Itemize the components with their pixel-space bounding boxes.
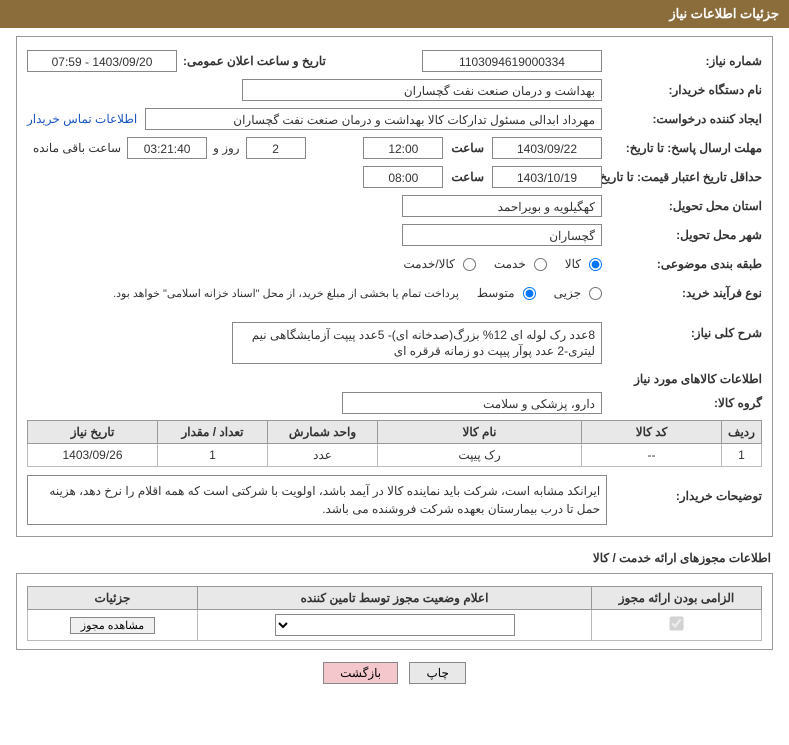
price-validity-time: 08:00 (363, 166, 443, 188)
process-radio-medium[interactable] (523, 287, 536, 300)
subject-radio-service[interactable] (534, 258, 547, 271)
main-details-panel: شماره نیاز: 1103094619000334 تاریخ و ساع… (16, 36, 773, 537)
view-license-button[interactable]: مشاهده مجوز (70, 617, 155, 634)
cell-name: رک پیپت (378, 444, 582, 467)
price-validity-date: 1403/10/19 (492, 166, 602, 188)
licenses-table: الزامی بودن ارائه مجوز اعلام وضعیت مجوز … (27, 586, 762, 641)
cell-date: 1403/09/26 (28, 444, 158, 467)
process-radio-partial-label: جزیی (554, 286, 581, 300)
reply-deadline-time: 12:00 (363, 137, 443, 159)
buyer-org-label: نام دستگاه خریدار: (602, 83, 762, 97)
lic-col-mandatory: الزامی بودن ارائه مجوز (592, 587, 762, 610)
goods-table: ردیف کد کالا نام کالا واحد شمارش تعداد /… (27, 420, 762, 467)
announce-date-value: 1403/09/20 - 07:59 (27, 50, 177, 72)
buyer-explain-value: ایرانکد مشابه است، شرکت باید نماینده کال… (27, 475, 607, 525)
buyer-explain-label: توضیحات خریدار: (607, 475, 762, 503)
table-row: 1 -- رک پیپت عدد 1 1403/09/26 (28, 444, 762, 467)
license-status-select[interactable] (275, 614, 515, 636)
table-row: مشاهده مجوز (28, 610, 762, 641)
process-radio-partial[interactable] (589, 287, 602, 300)
need-number-value: 1103094619000334 (422, 50, 602, 72)
process-radio-group: جزیی متوسط (465, 286, 602, 300)
city-label: شهر محل تحویل: (602, 228, 762, 242)
requester-label: ایجاد کننده درخواست: (602, 112, 762, 126)
province-value: کهگیلویه و بویراحمد (402, 195, 602, 217)
subject-radio-goods[interactable] (589, 258, 602, 271)
footer-buttons: چاپ بازگشت (0, 662, 789, 684)
buyer-org-value: بهداشت و درمان صنعت نفت گچساران (242, 79, 602, 101)
process-radio-medium-label: متوسط (477, 286, 515, 300)
col-qty: تعداد / مقدار (158, 421, 268, 444)
process-type-label: نوع فرآیند خرید: (602, 286, 762, 300)
subject-radio-service-label: خدمت (494, 257, 526, 271)
time-label-1: ساعت (443, 141, 492, 155)
process-note: پرداخت تمام یا بخشی از مبلغ خرید، از محل… (113, 287, 465, 300)
goods-group-label: گروه کالا: (602, 396, 762, 410)
subject-class-label: طبقه بندی موضوعی: (602, 257, 762, 271)
need-desc-value: 8عدد رک لوله ای 12% بزرگ(صدخانه ای)- 5عد… (232, 322, 602, 364)
mandatory-checkbox (669, 616, 683, 630)
city-value: گچساران (402, 224, 602, 246)
col-unit: واحد شمارش (268, 421, 378, 444)
time-label-2: ساعت (443, 170, 492, 184)
day-and-label: روز و (207, 141, 246, 155)
need-desc-label: شرح کلی نیاز: (602, 322, 762, 340)
subject-radio-group: کالا خدمت کالا/خدمت (391, 257, 602, 271)
price-validity-label: حداقل تاریخ اعتبار قیمت: تا تاریخ: (602, 170, 762, 184)
licenses-title: اطلاعات مجوزهای ارائه خدمت / کالا (18, 551, 771, 565)
reply-deadline-date: 1403/09/22 (492, 137, 602, 159)
subject-radio-both-label: کالا/خدمت (403, 257, 454, 271)
col-code: کد کالا (582, 421, 722, 444)
back-button[interactable]: بازگشت (323, 662, 398, 684)
goods-info-title: اطلاعات کالاهای مورد نیاز (27, 372, 762, 386)
reply-deadline-label: مهلت ارسال پاسخ: تا تاریخ: (602, 141, 762, 155)
subject-radio-goods-label: کالا (565, 257, 581, 271)
licenses-panel: الزامی بودن ارائه مجوز اعلام وضعیت مجوز … (16, 573, 773, 650)
province-label: استان محل تحویل: (602, 199, 762, 213)
cell-qty: 1 (158, 444, 268, 467)
print-button[interactable]: چاپ (409, 662, 465, 684)
cell-row: 1 (722, 444, 762, 467)
subject-radio-both[interactable] (463, 258, 476, 271)
cell-unit: عدد (268, 444, 378, 467)
lic-col-status: اعلام وضعیت مجوز توسط تامین کننده (198, 587, 592, 610)
countdown-days: 2 (246, 137, 306, 159)
lic-col-detail: جزئیات (28, 587, 198, 610)
announce-date-label: تاریخ و ساعت اعلان عمومی: (177, 54, 326, 68)
col-date: تاریخ نیاز (28, 421, 158, 444)
page-title: جزئیات اطلاعات نیاز (0, 0, 789, 28)
cell-code: -- (582, 444, 722, 467)
countdown-time: 03:21:40 (127, 137, 207, 159)
goods-group-value: دارو، پزشکی و سلامت (342, 392, 602, 414)
need-number-label: شماره نیاز: (602, 54, 762, 68)
remaining-label: ساعت باقی مانده (27, 141, 127, 155)
buyer-contact-link[interactable]: اطلاعات تماس خریدار (27, 112, 145, 126)
col-row: ردیف (722, 421, 762, 444)
requester-value: مهرداد ابدالی مسئول تدارکات کالا بهداشت … (145, 108, 602, 130)
col-name: نام کالا (378, 421, 582, 444)
